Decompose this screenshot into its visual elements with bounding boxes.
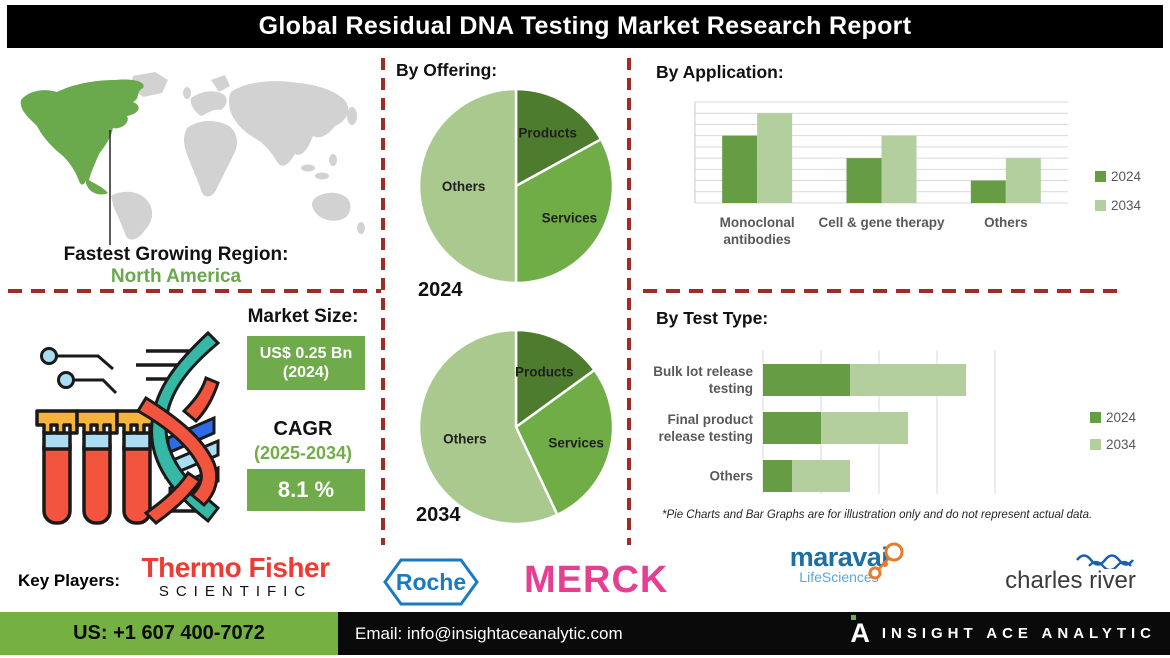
map-north-america	[20, 79, 144, 195]
merck-wordmark: MERCK	[524, 559, 669, 601]
svg-text:Final product: Final product	[668, 412, 754, 427]
logo-thermo-fisher: Thermo Fisher SCIENTIFIC	[133, 552, 338, 601]
logo-charles-river: charles river	[983, 553, 1158, 593]
test-type-bar-chart: Bulk lot release testing Final product rele…	[635, 336, 1170, 508]
market-size-label: Market Size:	[247, 306, 359, 327]
footer-brand: A INSIGHT ACE ANALYTIC	[850, 612, 1156, 655]
svg-text:Products: Products	[518, 126, 577, 141]
section-header-by-test-type: By Test Type:	[656, 308, 769, 328]
map-uk	[183, 87, 191, 99]
fastest-growing-region-label: Fastest Growing Region:	[63, 244, 289, 265]
footer-bar: US: +1 607 400-7072 Email: info@insighta…	[0, 612, 1170, 655]
market-size-year: (2024)	[282, 364, 330, 381]
svg-text:Monoclonal: Monoclonal	[720, 215, 795, 230]
roche-wordmark: Roche	[396, 569, 466, 595]
market-size-value-box: US$ 0.25 Bn (2024)	[247, 336, 365, 390]
thermo-fisher-wordmark: Thermo Fisher	[141, 552, 330, 583]
dna-test-illustration	[35, 330, 221, 525]
disclaimer-footnote: *Pie Charts and Bar Graphs are for illus…	[662, 509, 1093, 521]
map-africa	[184, 120, 237, 197]
map-asia	[228, 81, 349, 166]
cagr-period: (2025-2034)	[253, 443, 353, 463]
logo-maravai: maravai LifeSciences	[763, 542, 915, 585]
fastest-growing-region-value: North America	[110, 266, 242, 287]
cagr-value-box: 8.1 %	[247, 469, 365, 511]
svg-text:release testing: release testing	[658, 429, 753, 444]
cagr-label: CAGR	[273, 418, 333, 440]
svg-text:2034: 2034	[1111, 198, 1142, 213]
logo-roche: Roche	[383, 558, 479, 606]
map-indonesia-1	[301, 164, 315, 172]
world-map	[20, 72, 365, 245]
insight-ace-logo-icon: A	[850, 615, 870, 647]
map-new-zealand	[357, 222, 365, 234]
pie-chart-2024: Products Services Others	[416, 86, 616, 286]
svg-text:Cell & gene therapy: Cell & gene therapy	[818, 215, 945, 230]
logo-merck: MERCK	[524, 558, 668, 602]
svg-text:testing: testing	[709, 381, 753, 396]
roche-hexagon-icon	[383, 558, 479, 606]
thermo-scientific-wordmark: SCIENTIFIC	[158, 583, 313, 600]
svg-text:Others: Others	[984, 215, 1028, 230]
dna-helix-icon	[135, 330, 221, 525]
maravai-lifesciences-wordmark: LifeSciences	[799, 569, 879, 585]
pie-year-label-2034: 2034	[416, 504, 461, 526]
section-header-by-offering: By Offering:	[396, 60, 498, 80]
svg-text:Others: Others	[442, 179, 486, 194]
map-south-america	[111, 191, 153, 240]
page-title: Global Residual DNA Testing Market Resea…	[7, 5, 1163, 48]
svg-text:Others: Others	[709, 469, 753, 484]
footer-phone: US: +1 607 400-7072	[0, 612, 338, 655]
pie-chart-2034: Products Services Others	[416, 327, 616, 527]
maravai-molecule-icon	[868, 542, 904, 580]
test-tubes-icon	[35, 409, 159, 525]
divider-dashed-vertical-1	[381, 58, 385, 545]
svg-text:antibodies: antibodies	[723, 232, 791, 247]
map-philippines	[329, 154, 337, 166]
divider-dashed-vertical-2	[627, 58, 631, 545]
section-header-by-application: By Application:	[656, 62, 784, 82]
maravai-wordmark: maravai	[789, 542, 889, 572]
key-players-label: Key Players:	[18, 571, 121, 590]
svg-text:Products: Products	[515, 365, 574, 380]
divider-dashed-right	[643, 289, 1125, 293]
circuit-nodes-icon	[40, 347, 118, 395]
charles-river-waves-icon	[1075, 554, 1135, 569]
charles-river-wordmark: charles river	[1005, 567, 1136, 594]
divider-dashed-left	[8, 289, 381, 293]
svg-text:Services: Services	[542, 211, 598, 226]
svg-text:Others: Others	[443, 431, 487, 446]
map-indonesia-2	[315, 172, 329, 180]
svg-text:Services: Services	[548, 435, 604, 450]
svg-text:2034: 2034	[1106, 437, 1137, 452]
insight-ace-wordmark: INSIGHT ACE ANALYTIC	[881, 625, 1156, 642]
map-europe	[190, 91, 227, 116]
market-size-value: US$ 0.25 Bn	[259, 345, 353, 362]
svg-text:2024: 2024	[1111, 169, 1142, 184]
map-japan	[347, 107, 357, 125]
pie-year-label-2024: 2024	[418, 279, 463, 301]
application-bar-chart: Monoclonal antibodies Cell & gene therapy O…	[640, 88, 1170, 273]
svg-text:2024: 2024	[1106, 410, 1137, 425]
bottom-edge-strip	[0, 655, 1170, 658]
map-australia	[312, 192, 351, 221]
map-scandinavia	[211, 75, 230, 92]
svg-text:Bulk lot release: Bulk lot release	[653, 364, 753, 379]
footer-email: Email: info@insightaceanalytic.com	[355, 624, 623, 643]
